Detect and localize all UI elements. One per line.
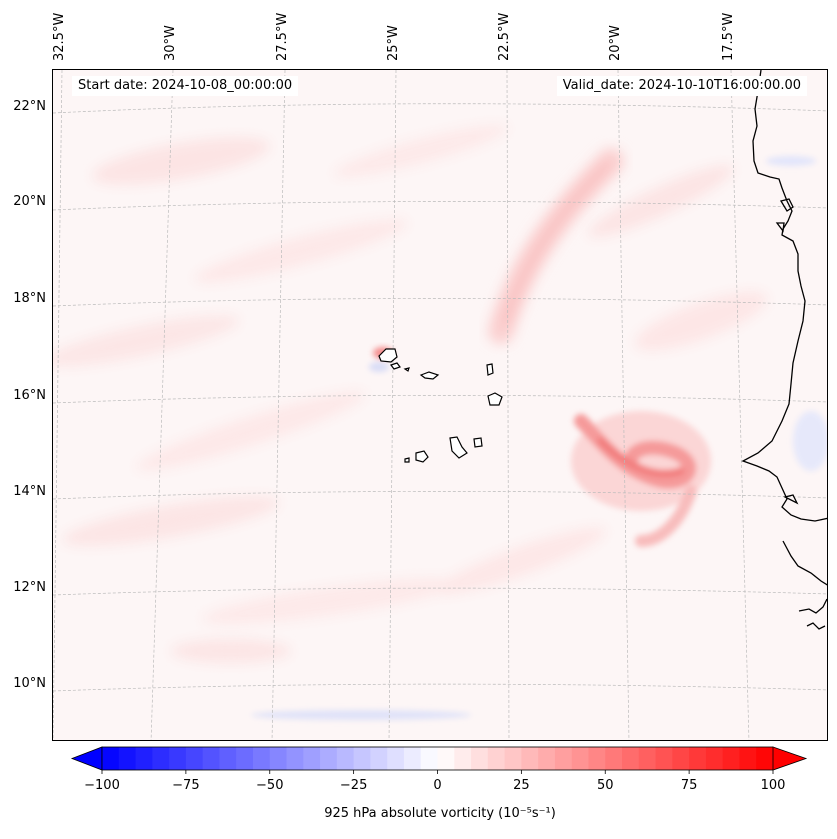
colorbar-segment xyxy=(102,747,120,770)
colorbar-segment xyxy=(387,747,405,770)
gridlines xyxy=(53,70,827,740)
colorbar-segment xyxy=(571,747,590,770)
lat-label-14n: 14°N xyxy=(13,484,46,499)
island-santa-luzia xyxy=(403,367,410,372)
colorbar-segment xyxy=(219,747,237,770)
lat-label-20n: 20°N xyxy=(13,194,46,209)
colorbar-segment xyxy=(454,747,472,770)
island-santo-antao xyxy=(378,348,398,363)
colorbar-tick-label: 75 xyxy=(681,778,698,793)
colorbar-segment xyxy=(252,747,271,770)
colorbar-segment xyxy=(403,747,422,770)
negative-vorticity xyxy=(251,156,827,720)
cape-verde-islands xyxy=(378,348,503,463)
lat-label-22n: 22°N xyxy=(13,99,46,114)
colorbar-segment xyxy=(739,747,757,770)
colorbar-segment xyxy=(471,747,489,770)
colorbar-segment xyxy=(420,747,439,770)
island-maio xyxy=(473,437,483,448)
colorbar-segment xyxy=(756,747,774,770)
island-fogo xyxy=(415,450,429,463)
colorbar-segment xyxy=(286,747,304,770)
colorbar-segment xyxy=(622,747,640,770)
colorbar-segment xyxy=(353,747,371,770)
colorbar-segment xyxy=(521,747,539,770)
lon-label-27-5w: 27.5°W xyxy=(275,12,290,61)
island-santiago xyxy=(449,436,468,459)
lon-label-22-5w: 22.5°W xyxy=(497,12,512,61)
colorbar-segment xyxy=(689,747,707,770)
colorbar-segment xyxy=(672,747,690,770)
colorbar-segment xyxy=(269,747,288,770)
colorbar-segment xyxy=(118,747,137,770)
lat-label-12n: 12°N xyxy=(13,580,46,595)
map-canvas xyxy=(53,70,827,740)
colorbar-segment xyxy=(236,747,254,770)
colorbar-tick-label: 0 xyxy=(433,778,441,793)
colorbar-segment xyxy=(638,747,657,770)
colorbar-segment xyxy=(202,747,221,770)
colorbar-segment xyxy=(588,747,606,770)
island-brava xyxy=(404,457,410,463)
lon-label-17-5w: 17.5°W xyxy=(721,12,736,61)
colorbar-segment xyxy=(487,747,506,770)
colorbar-segment xyxy=(504,747,522,770)
colorbar-tick-label: −75 xyxy=(172,778,199,793)
african-coastline xyxy=(741,70,827,630)
start-date-label: Start date: 2024-10-08_00:00:00 xyxy=(72,76,299,96)
island-sao-vicente xyxy=(390,362,401,370)
vortex-feature xyxy=(571,411,711,547)
island-sal xyxy=(486,363,494,376)
lon-label-32-5w: 32.5°W xyxy=(52,12,67,61)
lon-label-30w: 30°W xyxy=(163,25,178,61)
lon-label-25w: 25°W xyxy=(386,25,401,61)
colorbar-extend-min xyxy=(70,746,103,771)
vorticity-band xyxy=(488,148,624,344)
colorbar-tick-label: −100 xyxy=(84,778,120,793)
colorbar-segment xyxy=(554,747,573,770)
colorbar-segment xyxy=(605,747,623,770)
lat-label-16n: 16°N xyxy=(13,388,46,403)
colorbar-segment xyxy=(722,747,741,770)
colorbar-extend-max xyxy=(772,746,808,771)
lon-label-20w: 20°W xyxy=(608,25,623,61)
colorbar-segment xyxy=(336,747,355,770)
colorbar-segment xyxy=(169,747,187,770)
colorbar-label: 925 hPa absolute vorticity (10⁻⁵s⁻¹) xyxy=(324,806,556,821)
island-sao-nicolau xyxy=(419,371,440,380)
vorticity-map xyxy=(52,69,828,741)
colorbar-segment xyxy=(370,747,388,770)
lat-label-18n: 18°N xyxy=(13,291,46,306)
colorbar-segment xyxy=(185,747,204,770)
colorbar-segment xyxy=(320,747,338,770)
colorbar-segment xyxy=(152,747,170,770)
island-boa-vista xyxy=(487,392,503,406)
valid-date-label: Valid_date: 2024-10-10T16:00:00.00 xyxy=(556,76,807,96)
colorbar-segment xyxy=(538,747,556,770)
vorticity-field xyxy=(53,124,768,663)
colorbar-segment xyxy=(303,747,321,770)
colorbar-tick-label: 25 xyxy=(513,778,530,793)
colorbar-segment xyxy=(437,747,455,770)
colorbar: −100 −75 −50 −25 0 25 50 75 100 xyxy=(70,746,808,793)
colorbar-tick-label: 50 xyxy=(597,778,614,793)
colorbar-tick-label: −25 xyxy=(340,778,367,793)
colorbar-segment xyxy=(705,747,724,770)
colorbar-tick-label: 100 xyxy=(761,778,786,793)
colorbar-tick-label: −50 xyxy=(256,778,283,793)
colorbar-segment xyxy=(135,747,153,770)
colorbar-segment xyxy=(655,747,673,770)
lat-label-10n: 10°N xyxy=(13,676,46,691)
